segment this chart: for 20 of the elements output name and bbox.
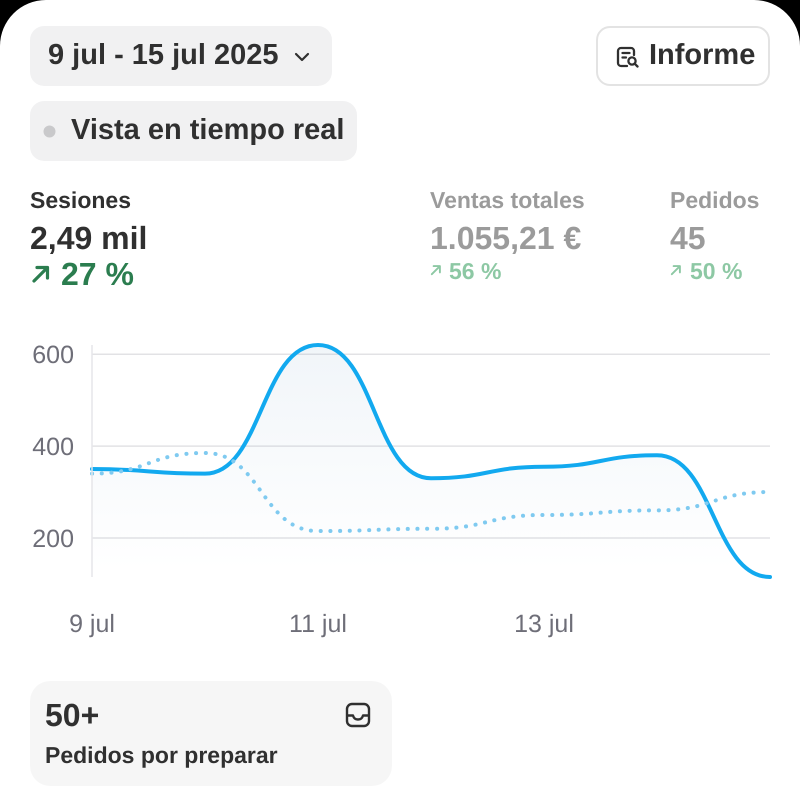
y-tick-label: 200 (32, 524, 74, 553)
x-tick-label: 9 jul (69, 610, 115, 638)
text: 56 % (449, 258, 502, 284)
y-tick-label: 400 (32, 432, 74, 461)
y-tick-label: 600 (32, 341, 74, 370)
text: Vista en tiempo real (71, 114, 344, 146)
text: Informe (649, 39, 756, 72)
text: Sesiones (30, 187, 131, 213)
x-tick-label: 13 jul (514, 610, 574, 638)
x-tick-label: 11 jul (289, 610, 347, 638)
text: 2,49 mil (30, 220, 148, 256)
text: 27 % (61, 256, 134, 292)
text: 50 % (690, 258, 742, 284)
text: 45 (670, 220, 706, 256)
text: 50+ (45, 696, 100, 733)
text: Pedidos (670, 187, 760, 213)
text: Ventas totales (430, 187, 585, 213)
text: Pedidos por preparar (45, 742, 278, 768)
text: 1.055,21 € (430, 220, 582, 256)
text: 9 jul - 15 jul 2025 (48, 39, 278, 72)
